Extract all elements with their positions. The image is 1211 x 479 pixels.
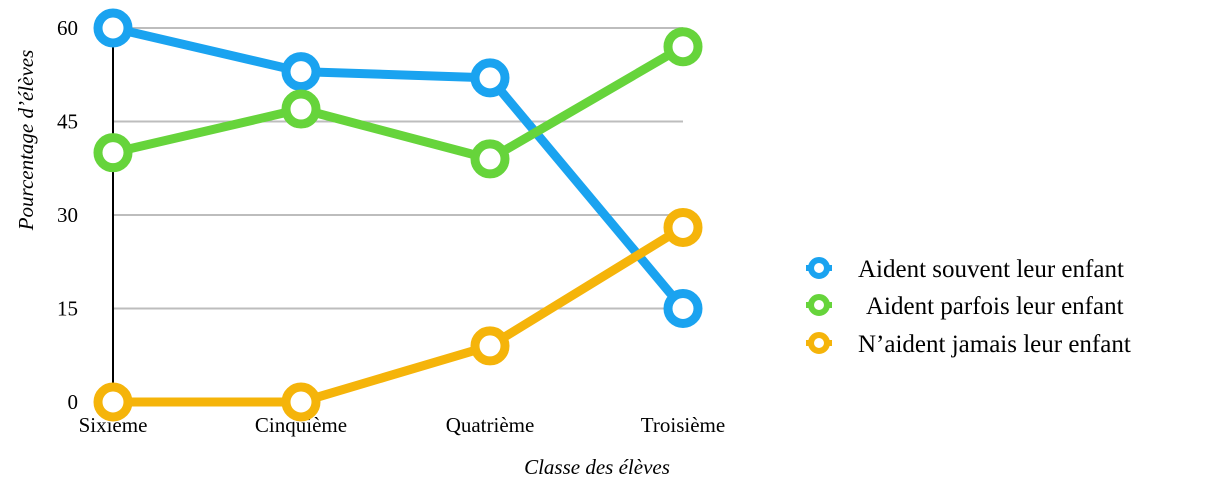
y-tick-label: 15 (57, 297, 78, 321)
series-points (93, 8, 703, 422)
legend-label: Aident parfois leur enfant (866, 293, 1124, 320)
data-point (93, 8, 133, 48)
data-point (93, 133, 133, 173)
series-line (108, 42, 688, 164)
legend-label: N’aident jamais leur enfant (858, 331, 1131, 358)
legend-label: Aident souvent leur enfant (858, 256, 1124, 283)
y-axis-title: Pourcentage d’élèves (14, 50, 38, 232)
data-point (470, 139, 510, 179)
data-point (663, 207, 703, 247)
y-tick-label: 0 (68, 390, 79, 414)
legend: Aident souvent leur enfant Aident parfois… (806, 256, 1131, 358)
gridlines (113, 27, 683, 310)
data-point (93, 382, 133, 422)
data-point (663, 27, 703, 67)
data-point (470, 326, 510, 366)
data-point (281, 382, 321, 422)
series-lines (108, 23, 688, 407)
data-point (281, 52, 321, 92)
series-line (108, 222, 688, 407)
x-tick-label: Troisième (641, 413, 725, 437)
data-point (281, 89, 321, 129)
y-tick-label: 60 (57, 16, 78, 40)
y-tick-label: 45 (57, 110, 78, 134)
x-axis-title: Classe des élèves (524, 455, 670, 479)
legend-marker (808, 257, 830, 279)
x-tick-label: Quatrième (446, 413, 535, 437)
series-line (108, 23, 688, 313)
y-tick-labels: 0 15 30 45 60 (57, 16, 78, 414)
x-tick-labels: Sixième Cinquième Quatrième Troisième (79, 413, 726, 437)
data-point (470, 58, 510, 98)
y-tick-label: 30 (57, 203, 78, 227)
data-point (663, 289, 703, 328)
legend-marker (808, 294, 830, 316)
legend-marker (808, 332, 830, 354)
